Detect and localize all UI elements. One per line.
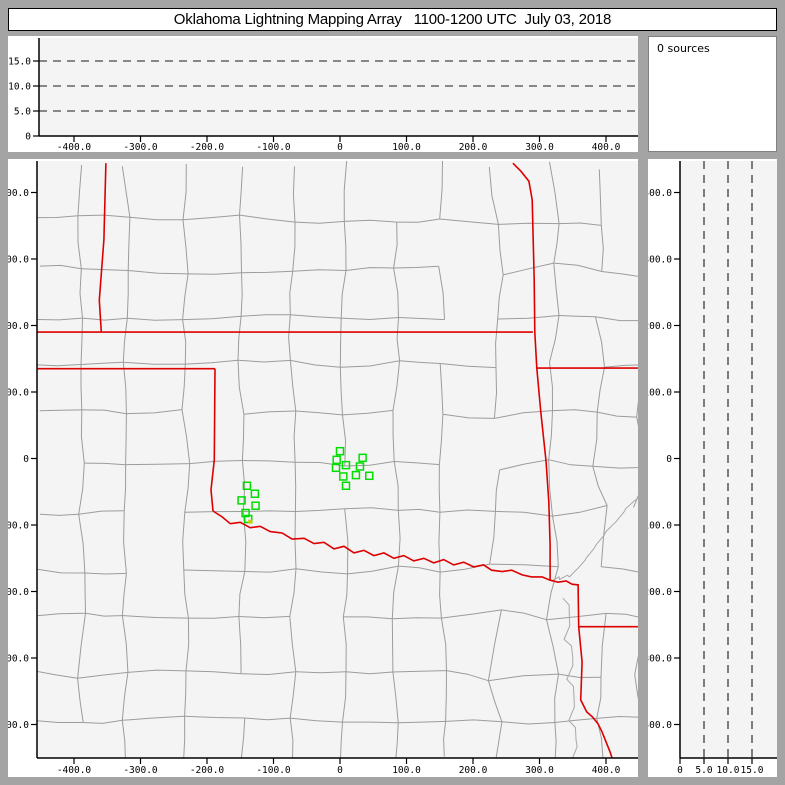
tick-label: 200.0 bbox=[648, 321, 672, 332]
altitude-gridlines bbox=[39, 60, 638, 112]
tick-label: 300.0 bbox=[525, 765, 554, 776]
red-river-border bbox=[212, 510, 551, 581]
y-axis-ticks: 400.0 300.0 200.0 100.0 0 -100.0 -200.0 -300.0 -… bbox=[8, 188, 37, 731]
tick-label: -300.0 bbox=[8, 654, 29, 665]
southeast-vertical-border bbox=[577, 626, 613, 758]
plan-view-map[interactable]: -400.0 -300.0 -200.0 -100.0 0 100.0 200.0 300.0… bbox=[8, 159, 638, 777]
county-lines bbox=[37, 161, 638, 758]
x-axis-ticks: -400.0 -300.0 -200.0 -100.0 0 100.0 200.0 300.0… bbox=[57, 136, 621, 152]
tick-label: -400.0 bbox=[648, 720, 672, 731]
tick-label: 0 bbox=[337, 765, 343, 776]
tick-label: 300.0 bbox=[8, 255, 29, 266]
tick-label: -100.0 bbox=[256, 142, 291, 152]
tick-label: 200.0 bbox=[459, 142, 488, 152]
tick-label: 200.0 bbox=[459, 765, 488, 776]
plan-view-panel: -400.0 -300.0 -200.0 -100.0 0 100.0 200.0 300.0… bbox=[8, 159, 638, 777]
altitude-ns-panel: 0 5.0 10.015.0 400.0 300.0 200.0 100.0 0 -100.0 -… bbox=[648, 159, 777, 777]
page-title: Oklahoma Lightning Mapping Array 1100-12… bbox=[173, 11, 612, 28]
river-lines bbox=[552, 497, 638, 758]
tick-label: -400.0 bbox=[57, 765, 92, 776]
tick-label: 400.0 bbox=[592, 142, 621, 152]
tick-label: 100.0 bbox=[648, 388, 672, 399]
tick-label: 100.0 bbox=[392, 142, 421, 152]
tick-label: 5.0 bbox=[14, 107, 31, 118]
tick-label: 100.0 bbox=[8, 388, 29, 399]
title-bar: Oklahoma Lightning Mapping Array 1100-12… bbox=[8, 8, 777, 31]
tick-label: 15.0 bbox=[741, 765, 764, 776]
lma-station-marker bbox=[339, 472, 348, 481]
tick-label: 0 bbox=[337, 142, 343, 152]
lma-station-marker bbox=[365, 471, 374, 481]
altitude-ew-panel: -400.0 -300.0 -200.0 -100.0 0 100.0 200.0 300.0… bbox=[8, 36, 638, 152]
tick-label: -100.0 bbox=[648, 521, 672, 532]
y-axis-ticks: 15.0 10.0 5.0 0 bbox=[8, 57, 39, 143]
tick-label: -100.0 bbox=[8, 521, 29, 532]
tick-label: 400.0 bbox=[592, 765, 621, 776]
axes bbox=[38, 38, 638, 137]
tick-label: 0 bbox=[23, 454, 29, 465]
lma-station-marker bbox=[341, 481, 351, 491]
tick-label: -200.0 bbox=[190, 765, 225, 776]
lma-station-marker bbox=[351, 470, 361, 480]
tick-label: -300.0 bbox=[123, 142, 158, 152]
lma-station-marker bbox=[237, 496, 246, 505]
tick-label: 0 bbox=[677, 765, 683, 776]
tick-label: -300.0 bbox=[123, 765, 158, 776]
lma-station-marker bbox=[242, 481, 252, 491]
lma-station-marker bbox=[250, 489, 260, 498]
tick-label: 0 bbox=[666, 454, 672, 465]
southeast-river-border bbox=[549, 579, 580, 627]
station-markers bbox=[237, 446, 374, 524]
x-axis-ticks: -400.0 -300.0 -200.0 -100.0 0 100.0 200.0 300.0… bbox=[57, 758, 621, 776]
x-axis-ticks: 0 5.0 10.0 15.0 bbox=[677, 758, 764, 776]
east-vertical-border bbox=[512, 162, 551, 581]
tick-label: -200.0 bbox=[190, 142, 225, 152]
tick-label: 15.0 bbox=[8, 57, 31, 68]
tick-label: 400.0 bbox=[648, 188, 672, 199]
tick-label: 400.0 bbox=[8, 188, 29, 199]
tick-label: 200.0 bbox=[8, 321, 29, 332]
lma-station-marker bbox=[251, 501, 260, 510]
altitude-gridlines bbox=[703, 161, 753, 758]
west-vertical-border bbox=[98, 163, 107, 333]
panhandle-east-border bbox=[210, 368, 216, 512]
tick-label: 10.0 bbox=[8, 82, 31, 93]
y-axis-ticks: 400.0 300.0 200.0 100.0 0 -100.0 -200.0 -300.0 -… bbox=[648, 188, 680, 731]
tick-label: 100.0 bbox=[392, 765, 421, 776]
lma-station-marker bbox=[335, 446, 345, 456]
tick-label: 5.0 bbox=[695, 765, 712, 776]
tick-label: 0 bbox=[25, 132, 31, 143]
lma-station-marker bbox=[341, 460, 351, 470]
tick-label: -200.0 bbox=[648, 587, 672, 598]
altitude-ew-plot[interactable]: -400.0 -300.0 -200.0 -100.0 0 100.0 200.0 300.0… bbox=[8, 36, 638, 152]
tick-label: 10.0 bbox=[717, 765, 740, 776]
lma-station-marker bbox=[358, 453, 367, 463]
tick-label: -300.0 bbox=[648, 654, 672, 665]
tick-label: -400.0 bbox=[8, 720, 29, 731]
tick-label: 300.0 bbox=[648, 255, 672, 266]
tick-label: -400.0 bbox=[57, 142, 92, 152]
lma-station-marker-alt bbox=[248, 519, 253, 524]
altitude-ns-plot[interactable]: 0 5.0 10.015.0 400.0 300.0 200.0 100.0 0 -100.0 -… bbox=[648, 159, 777, 777]
tick-label: -100.0 bbox=[256, 765, 291, 776]
lma-station-marker bbox=[331, 463, 341, 473]
state-borders bbox=[37, 162, 638, 758]
lma-station-marker bbox=[241, 508, 250, 518]
sources-count-label: 0 sources bbox=[657, 42, 710, 55]
lma-station-marker bbox=[332, 455, 341, 465]
sources-count-panel: 0 sources bbox=[648, 36, 777, 152]
tick-label: -200.0 bbox=[8, 587, 29, 598]
lma-station-marker bbox=[355, 462, 365, 471]
tick-label: 300.0 bbox=[525, 142, 554, 152]
